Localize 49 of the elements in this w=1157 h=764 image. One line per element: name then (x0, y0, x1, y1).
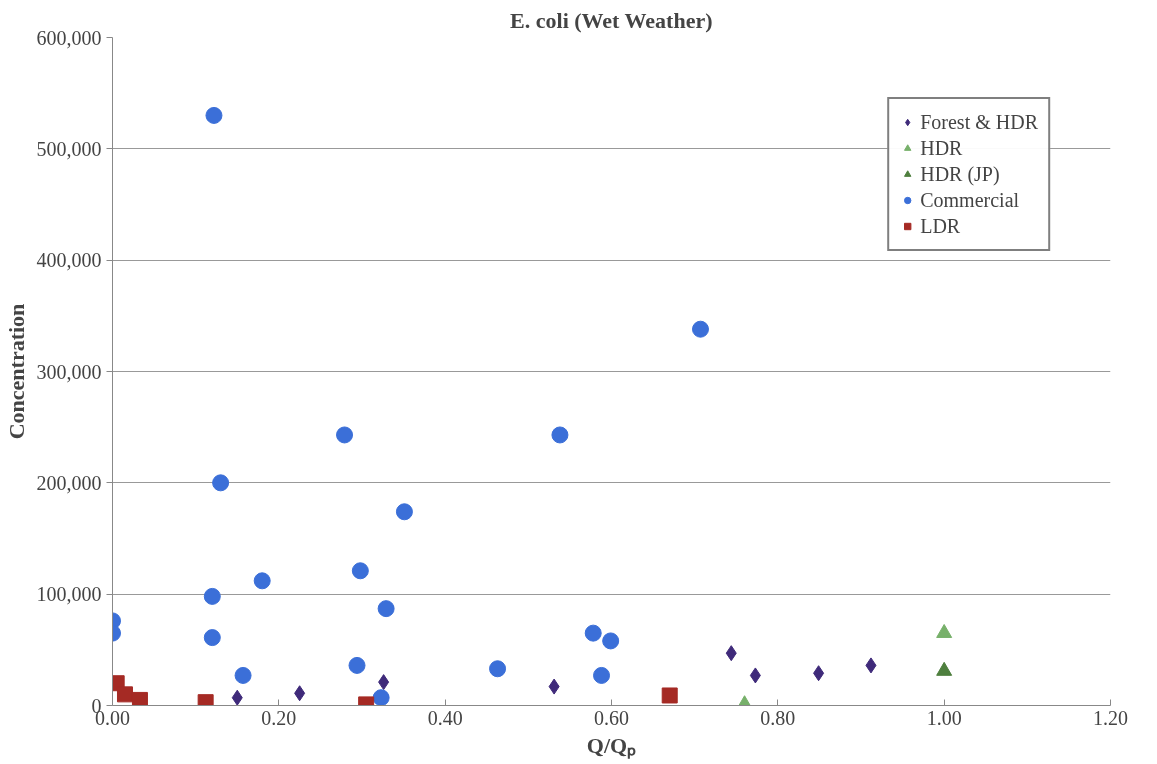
point (116, 686, 133, 703)
legend-label: HDR (JP) (920, 161, 1000, 187)
x-tick-label: 0.60 (594, 706, 629, 729)
point (584, 624, 602, 642)
point (378, 674, 390, 691)
point (813, 665, 825, 682)
point (602, 632, 620, 650)
x-tick-label: 0.20 (261, 706, 297, 729)
y-tick-label: 300,000 (36, 360, 102, 383)
y-tick-label: 400,000 (36, 249, 102, 272)
point (593, 666, 611, 684)
point (865, 657, 877, 674)
x-tick-label: 1.20 (1093, 706, 1128, 729)
point (661, 687, 678, 704)
point (231, 689, 243, 706)
point (351, 562, 369, 580)
point (212, 474, 230, 492)
point (548, 678, 560, 695)
legend-label: HDR (920, 135, 963, 161)
point (372, 689, 390, 706)
point (253, 572, 271, 590)
point (234, 666, 252, 684)
point (489, 660, 507, 678)
legend-label: Commercial (920, 187, 1020, 213)
point (725, 645, 737, 662)
point (377, 600, 395, 618)
point (348, 656, 366, 674)
point (205, 106, 223, 124)
point (203, 587, 221, 605)
y-tick-label: 600,000 (36, 26, 102, 49)
x-axis-title: Q/Qₚ (586, 732, 637, 759)
x-tick-label: 0.40 (427, 706, 463, 729)
legend-label: Forest & HDR (920, 109, 1038, 135)
point (336, 426, 354, 444)
point (131, 691, 148, 706)
point (294, 685, 306, 702)
point (551, 426, 569, 444)
point (203, 629, 221, 647)
point (395, 503, 413, 521)
x-tick-label: 0.80 (760, 706, 796, 729)
point (691, 320, 709, 338)
point (749, 667, 761, 684)
y-tick-label: 500,000 (36, 137, 102, 160)
chart-title: E. coli (Wet Weather) (510, 7, 713, 33)
y-axis-title: Concentration (3, 303, 29, 440)
y-tick-label: 100,000 (36, 583, 102, 606)
legend-label: LDR (920, 213, 961, 239)
x-tick-label: 1.00 (926, 706, 962, 729)
y-tick-label: 200,000 (36, 471, 102, 494)
